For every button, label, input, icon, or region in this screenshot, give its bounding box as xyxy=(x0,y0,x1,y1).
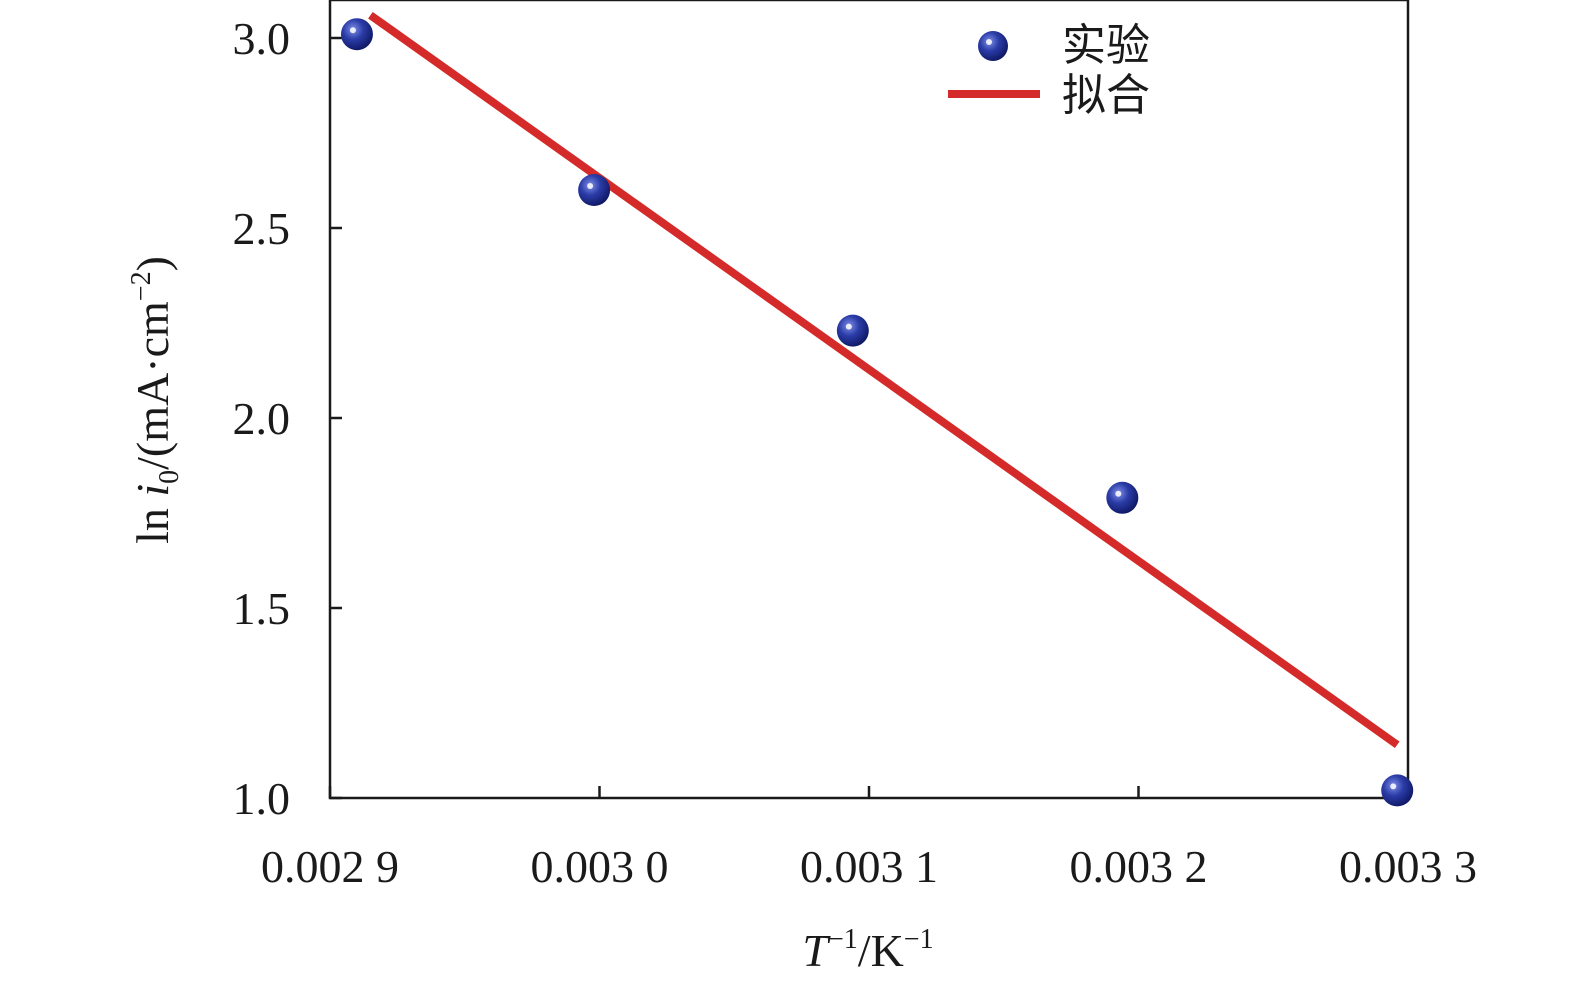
data-point xyxy=(836,314,869,347)
x-tick-label: 0.003 2 xyxy=(1070,841,1208,892)
legend-marker-experiment xyxy=(978,31,1008,61)
x-axis-ticks: 0.002 9 0.003 0 0.003 1 0.003 2 0.003 3 xyxy=(261,786,1477,892)
data-point xyxy=(340,18,373,51)
fit-line xyxy=(368,11,1400,749)
data-point xyxy=(578,174,611,206)
y-tick-label: 2.0 xyxy=(233,393,291,444)
y-tick-label: 2.5 xyxy=(233,203,291,254)
plot-area-frame xyxy=(328,0,1410,800)
data-point xyxy=(1381,774,1414,807)
y-axis-label: ln i0/(mA·cm−2) xyxy=(126,256,185,544)
x-tick-label: 0.003 0 xyxy=(531,841,669,892)
legend: 实验 拟合 xyxy=(948,20,1150,121)
x-tick-label: 0.003 3 xyxy=(1339,841,1477,892)
y-tick-label: 1.5 xyxy=(233,583,291,634)
fit-line-layer xyxy=(368,11,1400,749)
data-point-highlight xyxy=(349,27,356,34)
x-tick-label: 0.002 9 xyxy=(261,841,399,892)
legend-marker-highlight xyxy=(986,39,992,45)
data-point-highlight xyxy=(1390,783,1397,790)
y-axis-ticks: 1.0 1.5 2.0 2.5 3.0 xyxy=(233,13,342,824)
data-point-highlight xyxy=(845,323,852,330)
x-axis-label: T−1/K−1 xyxy=(802,924,933,976)
data-point-highlight xyxy=(587,183,594,189)
data-point-highlight xyxy=(1115,490,1122,497)
legend-label-fit: 拟合 xyxy=(1062,70,1150,121)
data-point xyxy=(1106,481,1139,514)
marker-layer xyxy=(340,18,1414,807)
y-tick-label: 3.0 xyxy=(233,13,291,64)
legend-label-experiment: 实验 xyxy=(1062,20,1150,71)
x-tick-label: 0.003 1 xyxy=(800,841,938,892)
y-tick-label: 1.0 xyxy=(233,773,291,824)
